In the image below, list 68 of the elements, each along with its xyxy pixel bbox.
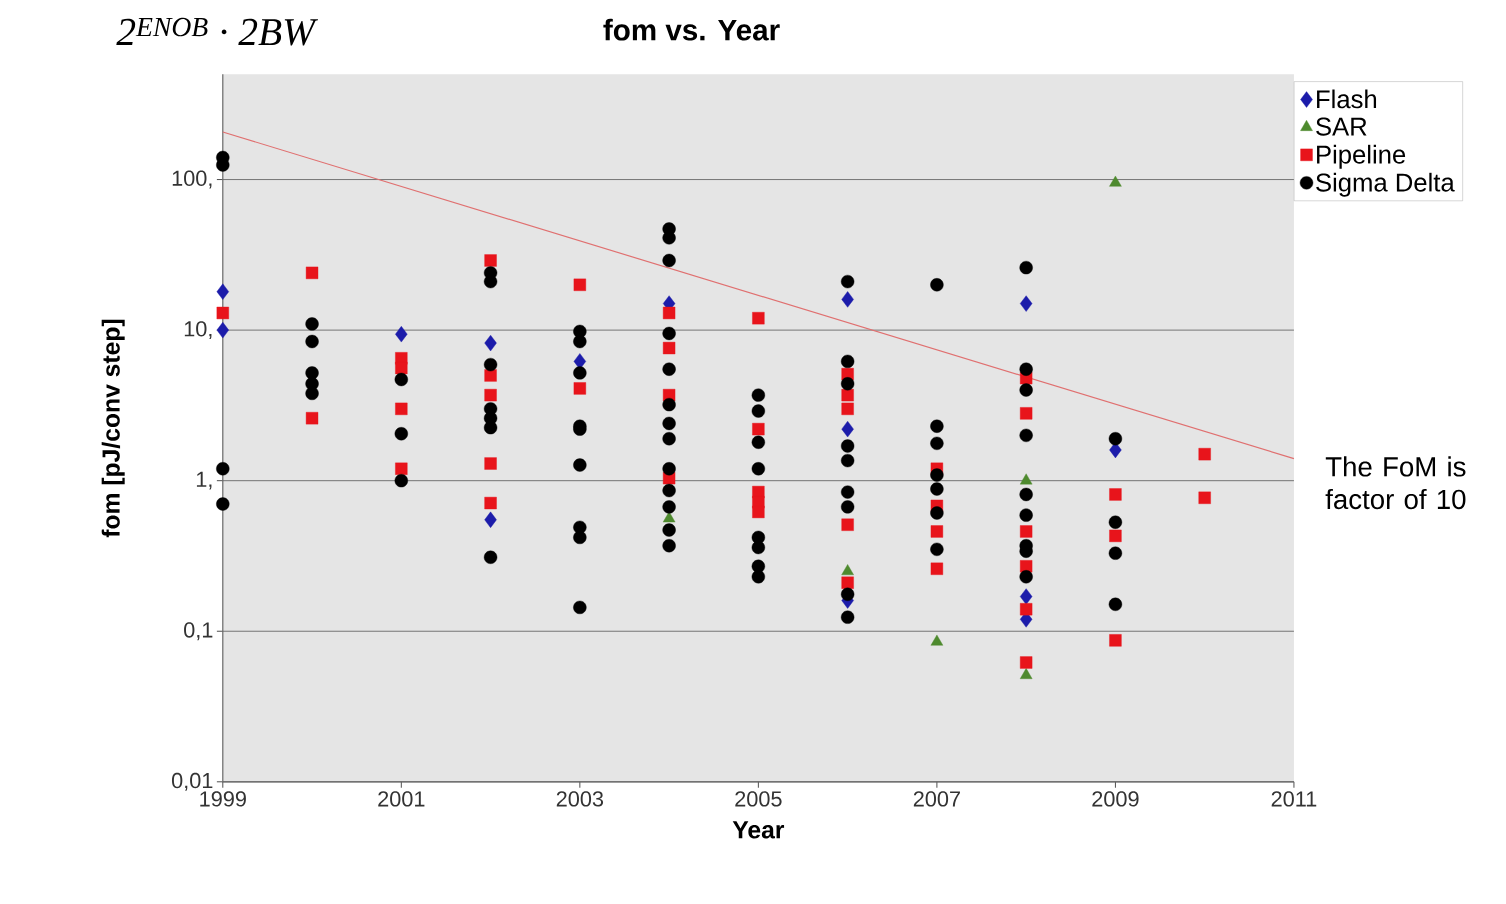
point (1109, 488, 1122, 501)
y-tick-label: 10, (184, 321, 212, 340)
y-tick-label: 0,01 (171, 772, 213, 791)
legend-label: Pipeline (1317, 144, 1406, 169)
point (395, 326, 408, 343)
point (841, 291, 854, 308)
point (484, 511, 497, 529)
point (1020, 525, 1033, 538)
point (841, 564, 854, 576)
point (841, 576, 854, 590)
point (1020, 656, 1033, 669)
point (573, 278, 586, 292)
point (841, 389, 854, 402)
y-tick-label: 100, (172, 170, 212, 189)
x-tick-label: 2001 (378, 791, 425, 807)
x-axis-title: Year (732, 821, 785, 839)
point (752, 505, 765, 519)
point (930, 525, 944, 538)
point (216, 283, 229, 300)
point (395, 362, 408, 375)
point (484, 389, 497, 402)
point (1198, 448, 1211, 461)
y-axis-title: fom [pJ/conv step] (101, 319, 125, 538)
point (1109, 529, 1122, 543)
point (752, 423, 765, 436)
point (662, 306, 676, 320)
point (930, 634, 944, 646)
point (484, 497, 497, 510)
legend-label: SAR (1316, 117, 1367, 136)
point (1020, 407, 1033, 420)
point (305, 266, 319, 280)
point (752, 312, 765, 325)
point (484, 369, 497, 382)
point (395, 462, 408, 476)
point (216, 306, 229, 320)
point (662, 342, 676, 355)
point (484, 335, 497, 352)
point (1019, 473, 1033, 485)
point (484, 457, 497, 470)
x-tick-label: 2003 (556, 791, 604, 807)
x-tick-label: 2009 (1092, 791, 1139, 807)
legend-label: Sigma Delta (1316, 172, 1455, 197)
legend-label: Flash (1317, 89, 1377, 109)
text: 2$^{ENOB}$ · 2BW (116, 17, 319, 46)
x-tick-label: 2005 (735, 791, 782, 807)
point (930, 562, 944, 576)
point (841, 421, 854, 438)
point (1109, 634, 1122, 647)
y-tick-label: 1, (196, 471, 212, 490)
point (1020, 603, 1033, 616)
point (1020, 295, 1033, 312)
point (1198, 491, 1211, 505)
point (841, 518, 854, 532)
point (216, 322, 229, 339)
point (395, 402, 408, 416)
x-tick-label: 1999 (200, 791, 246, 807)
x-tick-label: 2007 (913, 791, 960, 807)
point (662, 511, 676, 523)
x-tick-label: 2011 (1271, 791, 1317, 807)
point (484, 254, 497, 267)
y-tick-label: 0,1 (184, 622, 213, 641)
point (305, 412, 319, 425)
point (841, 402, 854, 416)
point (1019, 668, 1033, 680)
point (573, 382, 586, 395)
chart-title: fom vs. Year (603, 19, 780, 41)
point (1020, 588, 1033, 605)
text: The FoM is factor of 10 (1325, 456, 1466, 510)
